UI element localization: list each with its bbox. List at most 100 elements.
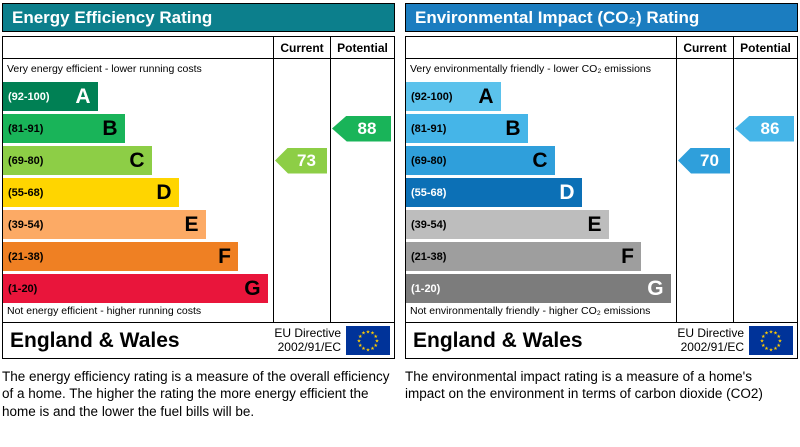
band-row-a: (92-100) A	[3, 82, 98, 111]
table-footer: England & Wales EU Directive 2002/91/EC …	[3, 322, 394, 358]
band-row-g: (1-20) G	[3, 274, 268, 303]
svg-text:★: ★	[764, 346, 769, 352]
potential-column-header: Potential	[733, 37, 797, 58]
potential-rating-value: 86	[760, 118, 780, 138]
panel-description: The environmental impact rating is a mea…	[405, 369, 763, 402]
rating-table: Current Potential Very environmentally f…	[405, 36, 798, 359]
band-range: (81-91)	[411, 122, 447, 135]
band-row-f: (21-38) F	[406, 242, 641, 271]
band-letter: G	[244, 277, 261, 300]
environmental-impact-panel: Environmental Impact (CO₂) Rating Curren…	[405, 3, 798, 420]
svg-text:★: ★	[764, 331, 769, 337]
region-label: England & Wales	[413, 328, 583, 352]
band-range: (21-38)	[411, 250, 447, 263]
band-letter: C	[532, 149, 548, 172]
potential-column: 88	[330, 59, 394, 322]
current-rating-arrow: 70	[678, 147, 730, 174]
svg-text:★: ★	[769, 329, 774, 335]
eu-flag-icon: ★ ★★ ★★★ ★★★ ★★★	[749, 326, 793, 355]
current-column: 70	[676, 59, 733, 322]
potential-column-header: Potential	[330, 37, 394, 58]
region-label: England & Wales	[10, 328, 180, 352]
band-range: (92-100)	[411, 90, 453, 103]
band-row-f: (21-38) F	[3, 242, 238, 271]
band-row-e: (39-54) E	[3, 210, 206, 239]
band-letter: E	[184, 213, 199, 236]
svg-text:★: ★	[358, 343, 363, 349]
band-letter: C	[129, 149, 145, 172]
band-range: (92-100)	[8, 90, 50, 103]
svg-text:★: ★	[777, 343, 782, 349]
bands-column: Very energy efficient - lower running co…	[3, 59, 273, 322]
band-letter: A	[478, 85, 494, 108]
eu-directive-line1: EU Directive	[677, 325, 744, 340]
panel-title: Energy Efficiency Rating	[2, 3, 395, 32]
band-letter: G	[647, 277, 664, 300]
svg-text:★: ★	[778, 338, 783, 344]
potential-column: 86	[733, 59, 797, 322]
eu-directive-text: EU Directive 2002/91/EC	[274, 325, 341, 355]
band-letter: F	[621, 245, 634, 268]
eu-directive-line1: EU Directive	[274, 325, 341, 340]
band-range: (1-20)	[8, 282, 38, 295]
eu-directive-line2: 2002/91/EC	[680, 339, 744, 354]
potential-rating-arrow: 86	[735, 115, 794, 142]
svg-text:★: ★	[370, 346, 375, 352]
energy-efficiency-panel: Energy Efficiency Rating Current Potenti…	[2, 3, 395, 420]
bands-column: Very environmentally friendly - lower CO…	[406, 59, 676, 322]
svg-text:★: ★	[773, 331, 778, 337]
current-rating-arrow: 73	[275, 147, 327, 174]
band-letter: D	[156, 181, 172, 204]
band-row-d: (55-68) D	[3, 178, 179, 207]
svg-text:★: ★	[777, 334, 782, 340]
band-row-b: (81-91) B	[406, 114, 528, 143]
band-range: (39-54)	[8, 218, 44, 231]
band-row-c: (69-80) C	[3, 146, 152, 175]
eu-directive-text: EU Directive 2002/91/EC	[677, 325, 744, 355]
svg-text:★: ★	[374, 343, 379, 349]
bands: (92-100) A (81-91) B (69-80) C (55-68) D (39…	[406, 79, 676, 303]
svg-text:★: ★	[357, 338, 362, 344]
epc-charts: Energy Efficiency Rating Current Potenti…	[2, 3, 798, 420]
eu-flag-icon: ★ ★★ ★★★ ★★★ ★★★	[346, 326, 390, 355]
band-range: (39-54)	[411, 218, 447, 231]
header-spacer	[406, 37, 676, 58]
current-column: 73	[273, 59, 330, 322]
rating-body: Very energy efficient - lower running co…	[3, 59, 394, 322]
potential-rating-value: 88	[357, 118, 377, 138]
band-row-e: (39-54) E	[406, 210, 609, 239]
bands: (92-100) A (81-91) B (69-80) C (55-68) D (39…	[3, 79, 273, 303]
current-rating-value: 73	[297, 150, 316, 170]
band-row-d: (55-68) D	[406, 178, 582, 207]
band-row-a: (92-100) A	[406, 82, 501, 111]
band-range: (1-20)	[411, 282, 441, 295]
svg-text:★: ★	[370, 331, 375, 337]
svg-text:★: ★	[374, 334, 379, 340]
band-range: (55-68)	[8, 186, 44, 199]
svg-text:★: ★	[769, 347, 774, 353]
svg-text:★: ★	[773, 346, 778, 352]
band-letter: E	[587, 213, 602, 236]
band-range: (69-80)	[411, 154, 447, 167]
current-column-header: Current	[273, 37, 330, 58]
band-letter: D	[559, 181, 575, 204]
panel-title: Environmental Impact (CO₂) Rating	[405, 3, 798, 32]
svg-text:★: ★	[761, 343, 766, 349]
top-note: Very environmentally friendly - lower CO…	[410, 63, 651, 75]
eu-directive-line2: 2002/91/EC	[277, 339, 341, 354]
svg-text:★: ★	[361, 331, 366, 337]
column-header-row: Current Potential	[3, 37, 394, 59]
band-row-g: (1-20) G	[406, 274, 671, 303]
header-spacer	[3, 37, 273, 58]
svg-text:★: ★	[361, 346, 366, 352]
band-range: (55-68)	[411, 186, 447, 199]
rating-body: Very environmentally friendly - lower CO…	[406, 59, 797, 322]
bottom-note: Not energy efficient - higher running co…	[7, 305, 202, 317]
panel-description: The energy efficiency rating is a measur…	[2, 369, 390, 419]
band-letter: B	[505, 117, 521, 140]
current-rating-value: 70	[700, 150, 719, 170]
current-column-header: Current	[676, 37, 733, 58]
svg-text:★: ★	[358, 334, 363, 340]
band-letter: A	[75, 85, 91, 108]
svg-text:★: ★	[760, 338, 765, 344]
